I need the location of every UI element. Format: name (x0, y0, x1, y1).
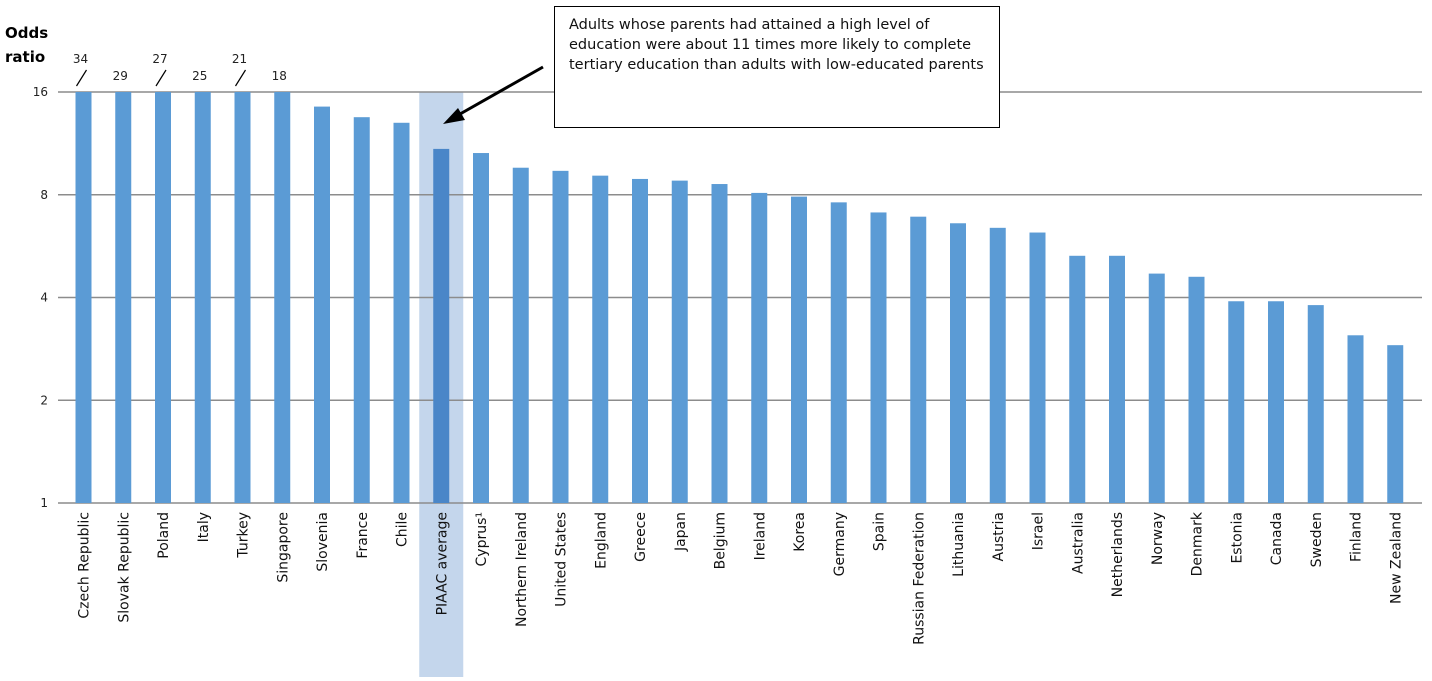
clipped-value-label-turkey: 21 (232, 52, 247, 66)
category-label-israel: Israel (1031, 512, 1047, 550)
bar-korea (791, 196, 807, 504)
category-label-australia: Australia (1070, 512, 1086, 574)
clip-marker-turkey (234, 69, 247, 87)
y-tick-16: 16 (33, 85, 48, 99)
bar-spain (870, 212, 887, 503)
bar-czech-republic (75, 92, 92, 503)
bar-israel (1029, 232, 1046, 504)
category-label-cyprus: Cyprus¹ (474, 512, 490, 566)
y-axis-label-line-2: ratio (5, 48, 45, 66)
gridlines (58, 91, 1422, 504)
category-label-czech-republic: Czech Republic (77, 512, 93, 619)
clipped-value-label-singapore: 18 (272, 69, 287, 83)
category-label-ireland: Ireland (752, 512, 768, 560)
bar-denmark (1188, 276, 1205, 503)
category-label-france: France (355, 512, 371, 559)
bar-cyprus (473, 153, 489, 503)
y-tick-8: 8 (40, 188, 48, 202)
y-tick-4: 4 (40, 291, 48, 305)
clipped-value-label-czech-republic: 34 (73, 52, 88, 66)
arrow-shaft (452, 65, 544, 120)
clip-marker-czech-republic (75, 69, 88, 87)
annotation-callout: Adults whose parents had attained a high… (554, 6, 1000, 128)
bar-france (353, 117, 370, 504)
bar-germany (830, 202, 847, 503)
category-label-austria: Austria (991, 512, 1007, 561)
bar-england (592, 175, 609, 503)
bar-slovenia (314, 106, 330, 503)
category-label-slovak-republic: Slovak Republic (116, 512, 132, 623)
bar-poland (155, 92, 171, 503)
clipped-value-label-italy: 25 (192, 69, 207, 83)
category-label-finland: Finland (1349, 512, 1365, 562)
category-label-poland: Poland (156, 512, 172, 559)
bar-ireland (751, 192, 768, 504)
bars (75, 92, 1404, 504)
clipped-value-label-poland: 27 (152, 52, 167, 66)
category-label-northern-ireland: Northern Ireland (514, 512, 530, 627)
category-label-england: England (593, 512, 609, 569)
bar-slovak-republic (115, 92, 132, 503)
category-label-korea: Korea (792, 512, 808, 552)
category-label-spain: Spain (872, 512, 888, 551)
bar-chile (393, 122, 410, 503)
bar-singapore (274, 92, 291, 503)
clip-marker-poland (155, 69, 167, 87)
category-label-japan: Japan (673, 512, 689, 552)
category-label-singapore: Singapore (275, 512, 291, 583)
bar-new-zealand (1387, 345, 1404, 503)
y-tick-labels: 1 2 4 8 16 (33, 85, 48, 510)
category-label-greece: Greece (633, 512, 649, 562)
bar-finland (1347, 335, 1364, 503)
y-tick-2: 2 (40, 393, 48, 407)
bar-netherlands (1109, 255, 1125, 503)
bar-piaac-average (433, 148, 450, 504)
bar-sweden (1307, 305, 1324, 503)
category-label-norway: Norway (1150, 512, 1166, 565)
bar-northern-ireland (512, 167, 529, 504)
category-label-sweden: Sweden (1309, 512, 1325, 567)
category-label-estonia: Estonia (1229, 512, 1245, 564)
category-label-belgium: Belgium (713, 512, 729, 569)
annotation-arrow (443, 65, 544, 124)
y-tick-1: 1 (40, 496, 48, 510)
category-label-chile: Chile (395, 512, 411, 547)
clipped-value-label-slovak-republic: 29 (113, 69, 128, 83)
bar-lithuania (950, 223, 966, 504)
category-labels: Czech Republic Slovak Republic Poland Italy… (77, 511, 1405, 645)
category-label-netherlands: Netherlands (1110, 512, 1126, 597)
bar-canada (1268, 301, 1284, 503)
bar-estonia (1228, 301, 1245, 503)
category-label-turkey: Turkey (236, 512, 252, 559)
category-label-russian-federation: Russian Federation (911, 512, 927, 645)
bar-norway (1148, 273, 1165, 503)
category-label-new-zealand: New Zealand (1388, 512, 1404, 604)
category-label-italy: Italy (196, 512, 212, 542)
category-label-germany: Germany (832, 512, 848, 576)
category-label-lithuania: Lithuania (951, 512, 967, 577)
category-label-denmark: Denmark (1190, 511, 1206, 576)
bar-united-states (552, 170, 569, 503)
bar-austria (989, 227, 1006, 503)
bar-australia (1069, 255, 1086, 503)
bar-turkey (234, 92, 251, 503)
category-label-slovenia: Slovenia (315, 512, 331, 572)
bar-japan (671, 180, 688, 503)
y-axis-label-line-1: Odds (5, 24, 48, 42)
category-label-piaac-average: PIAAC average (434, 512, 450, 615)
bar-greece (632, 178, 648, 503)
bar-belgium (711, 184, 728, 503)
arrow-head (443, 108, 465, 124)
bar-russian-federation (910, 216, 927, 503)
category-label-canada: Canada (1269, 512, 1285, 565)
category-label-united-states: United States (554, 512, 570, 607)
y-axis-label: Odds ratio (5, 24, 53, 66)
bar-italy (194, 92, 211, 503)
clipped-value-labels: 34 29 27 25 21 18 (73, 52, 287, 87)
